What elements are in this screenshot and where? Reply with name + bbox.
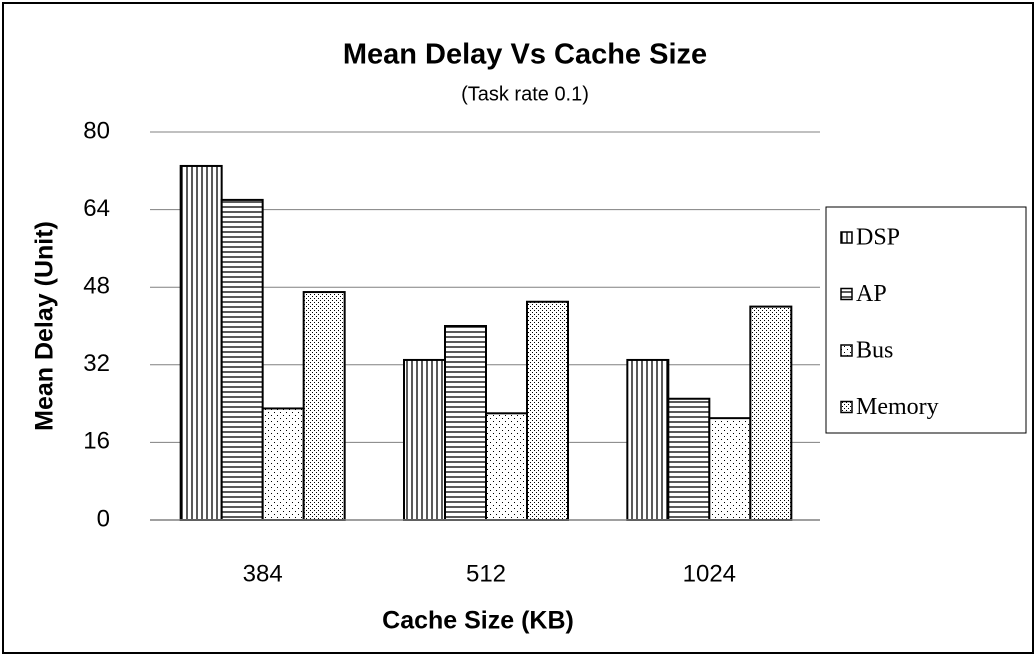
bar bbox=[526, 300, 569, 521]
chart-subtitle: (Task rate 0.1) bbox=[461, 83, 589, 105]
legend-swatch bbox=[840, 344, 853, 357]
y-tick-label: 16 bbox=[83, 428, 110, 455]
bar bbox=[667, 397, 711, 521]
legend-swatch bbox=[840, 400, 853, 414]
bar bbox=[485, 412, 528, 521]
y-tick-label: 48 bbox=[83, 273, 110, 300]
legend-label: Memory bbox=[856, 394, 939, 420]
bar bbox=[708, 417, 752, 521]
y-tick-label: 32 bbox=[83, 350, 110, 377]
bar bbox=[749, 305, 793, 521]
y-tick-label: 64 bbox=[83, 195, 110, 222]
bar bbox=[261, 407, 305, 522]
y-tick-label: 80 bbox=[83, 117, 110, 144]
bar bbox=[220, 198, 264, 521]
x-tick-label: 1024 bbox=[683, 560, 736, 587]
y-axis-title: Mean Delay (Unit) bbox=[31, 221, 59, 431]
x-axis-title: Cache Size (KB) bbox=[382, 607, 574, 635]
legend-label: Bus bbox=[856, 338, 893, 364]
legend-label: AP bbox=[856, 281, 887, 307]
bar bbox=[626, 358, 670, 522]
legend-swatch bbox=[840, 231, 853, 244]
bar bbox=[403, 358, 446, 522]
bar bbox=[179, 164, 223, 521]
legend-label: DSP bbox=[856, 225, 900, 251]
x-tick-label: 384 bbox=[243, 560, 283, 587]
legend-swatch bbox=[840, 287, 853, 301]
bar bbox=[444, 325, 487, 521]
y-tick-label: 0 bbox=[97, 505, 110, 532]
x-tick-label: 512 bbox=[466, 560, 506, 587]
legend-box bbox=[825, 206, 1027, 434]
chart-title: Mean Delay Vs Cache Size bbox=[343, 39, 707, 71]
bar bbox=[302, 291, 346, 521]
